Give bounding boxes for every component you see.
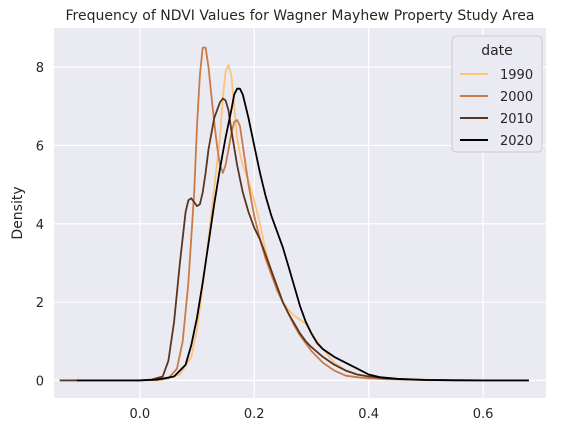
x-axis-ticks: 0.0 0.2 0.4 0.6 [129, 407, 493, 422]
y-tick-label: 2 [36, 296, 44, 311]
series-line-2000 [59, 46, 529, 382]
legend-label: 2000 [500, 90, 533, 105]
chart-title: Frequency of NDVI Values for Wagner Mayh… [66, 8, 535, 24]
x-tick-label: 0.2 [244, 407, 265, 422]
y-tick-label: 8 [36, 61, 44, 76]
legend-label: 2020 [500, 134, 533, 149]
legend: date 1990 2000 2010 2020 [451, 35, 543, 153]
legend-items: 1990 2000 2010 2020 [460, 68, 533, 149]
y-tick-label: 0 [36, 374, 44, 389]
legend-box [451, 35, 543, 153]
y-tick-label: 6 [36, 139, 44, 154]
x-tick-label: 0.4 [358, 407, 379, 422]
legend-title: date [481, 43, 513, 59]
series-lines [59, 46, 529, 382]
legend-label: 1990 [500, 68, 533, 83]
x-tick-label: 0.0 [129, 407, 150, 422]
series-line-2010 [59, 97, 529, 382]
legend-label: 2010 [500, 112, 533, 127]
y-tick-label: 4 [36, 218, 44, 233]
x-tick-label: 0.6 [473, 407, 494, 422]
series-line-2020 [76, 87, 529, 382]
y-axis-ticks: 0 2 4 6 8 [36, 61, 44, 389]
y-axis-label: Density [10, 186, 26, 239]
